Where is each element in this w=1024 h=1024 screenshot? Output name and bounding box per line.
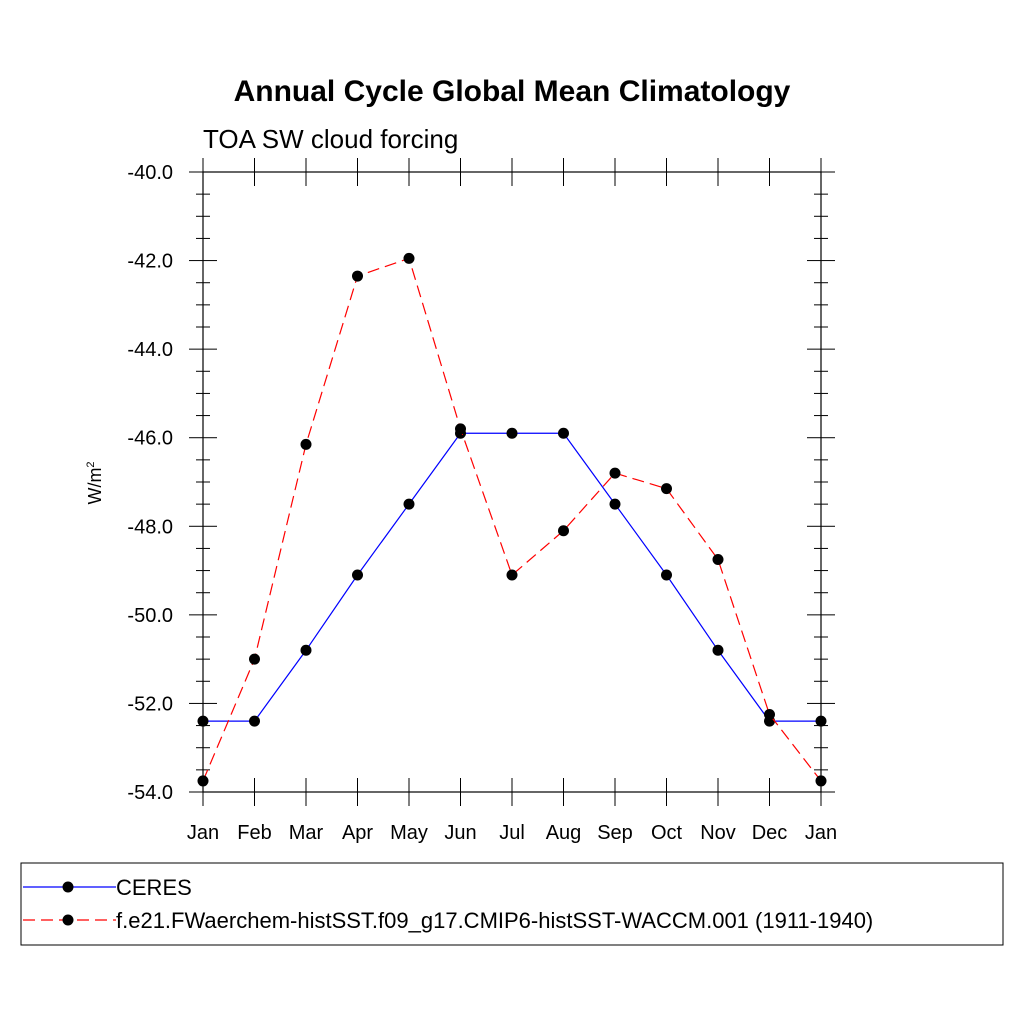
axis-ticks [189, 158, 835, 806]
x-tick-label: Jun [444, 822, 476, 844]
data-point [661, 483, 672, 495]
x-tick-label: Jan [187, 822, 219, 844]
x-tick-label: Jan [805, 822, 837, 844]
data-point [815, 775, 827, 787]
x-tick-label: Oct [651, 822, 683, 844]
y-tick-label: -42.0 [127, 251, 173, 273]
data-point [558, 525, 569, 537]
data-point [661, 569, 672, 581]
data-point [506, 569, 518, 581]
x-tick-label: Apr [342, 822, 373, 844]
data-point [300, 644, 312, 656]
x-tick-label: May [390, 822, 428, 844]
data-point [815, 715, 827, 727]
data-point [712, 554, 724, 565]
data-point [764, 709, 775, 720]
y-axis-label: W/m2 [85, 461, 105, 504]
y-tick-label: -48.0 [127, 516, 173, 538]
data-point [197, 775, 209, 787]
legend-marker [62, 881, 74, 893]
x-tick-label: Mar [289, 822, 324, 844]
data-point [712, 644, 724, 656]
y-tick-label: -46.0 [127, 428, 173, 450]
legend-entry: CERES [23, 875, 192, 900]
data-point [558, 427, 569, 439]
x-tick-label: Jul [499, 822, 525, 844]
data-point [352, 569, 363, 581]
data-point [506, 427, 518, 439]
chart-title: Annual Cycle Global Mean Climatology [234, 75, 791, 108]
data-point [352, 270, 363, 282]
series-layer [197, 252, 827, 787]
x-tick-label: Aug [546, 822, 582, 844]
legend: CERES f.e21.FWaerchem-histSST.f09_g17.CMI… [23, 875, 873, 933]
x-tick-labels: Jan Feb Mar Apr May Jun Jul Aug Sep Oct Nov Dec Jan [187, 822, 837, 844]
legend-entry: f.e21.FWaerchem-histSST.f09_g17.CMIP6-hi… [23, 908, 873, 933]
data-point [249, 715, 260, 727]
series-2 [197, 252, 827, 787]
legend-marker [62, 914, 74, 926]
y-tick-label: -50.0 [127, 605, 173, 627]
y-tick-labels: -54.0 -52.0 -50.0 -48.0 -46.0 -44.0 -42.0 -40.0 [127, 162, 173, 804]
x-tick-label: Dec [752, 822, 788, 844]
data-point [455, 423, 466, 435]
x-tick-label: Sep [597, 822, 633, 844]
data-point [403, 252, 415, 264]
data-point [197, 715, 209, 727]
series-line [202, 257, 822, 782]
data-point [609, 498, 621, 510]
legend-label: f.e21.FWaerchem-histSST.f09_g17.CMIP6-hi… [116, 908, 873, 933]
data-point [300, 438, 312, 450]
y-tick-label: -54.0 [127, 782, 173, 804]
chart-subtitle: TOA SW cloud forcing [203, 124, 458, 154]
legend-box [20, 862, 1004, 946]
legend-label: CERES [116, 875, 192, 900]
data-point [609, 467, 621, 479]
y-tick-label: -40.0 [127, 162, 173, 184]
data-point [249, 653, 260, 665]
x-tick-label: Nov [700, 822, 736, 844]
data-point [403, 498, 415, 510]
y-tick-label: -44.0 [127, 339, 173, 361]
y-tick-label: -52.0 [127, 693, 173, 715]
x-tick-label: Feb [237, 822, 271, 844]
plot-frame [202, 171, 822, 793]
